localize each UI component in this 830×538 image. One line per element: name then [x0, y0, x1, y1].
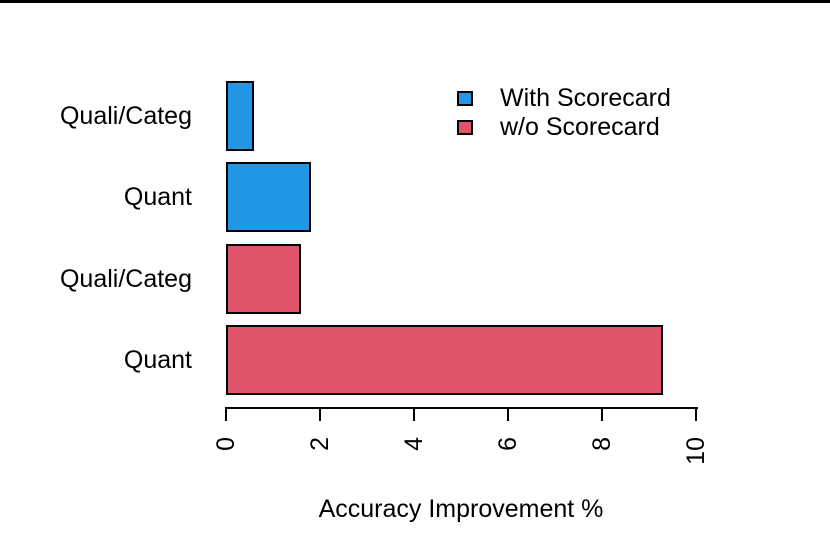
legend-label-wo-scorecard: w/o Scorecard [500, 113, 660, 141]
x-axis-line [225, 407, 698, 409]
legend: With Scorecard w/o Scorecard [457, 84, 671, 142]
category-label: Quali/Categ [59, 102, 192, 130]
x-axis-tick-label: 0 [212, 437, 240, 451]
x-axis-tick-label: 6 [494, 437, 522, 451]
x-axis-tick-label: 10 [682, 437, 710, 465]
bar-4-quant [226, 325, 663, 395]
x-axis-tick [507, 407, 509, 421]
x-axis-tick [601, 407, 603, 421]
bar-3-quali-categ [226, 244, 301, 314]
bar-2-quant [226, 162, 311, 232]
category-label: Quant [123, 183, 192, 211]
x-axis-tick-label: 2 [306, 437, 334, 451]
legend-label-with-scorecard: With Scorecard [500, 84, 671, 112]
legend-item-with-scorecard: With Scorecard [457, 84, 671, 113]
legend-item-wo-scorecard: w/o Scorecard [457, 113, 671, 142]
x-axis-tick [413, 407, 415, 421]
bar-1-quali-categ [226, 81, 254, 151]
legend-swatch-wo-scorecard-icon [457, 120, 473, 135]
x-axis-tick [225, 407, 227, 421]
x-axis-tick [319, 407, 321, 421]
x-axis-tick [695, 407, 697, 421]
legend-swatch-with-scorecard-icon [457, 91, 473, 106]
category-label: Quant [123, 346, 192, 374]
x-axis-tick-label: 8 [588, 437, 616, 451]
top-border-line [0, 0, 830, 3]
x-axis-tick-label: 4 [400, 437, 428, 451]
category-label: Quali/Categ [59, 265, 192, 293]
x-axis-title: Accuracy Improvement % [318, 495, 604, 523]
